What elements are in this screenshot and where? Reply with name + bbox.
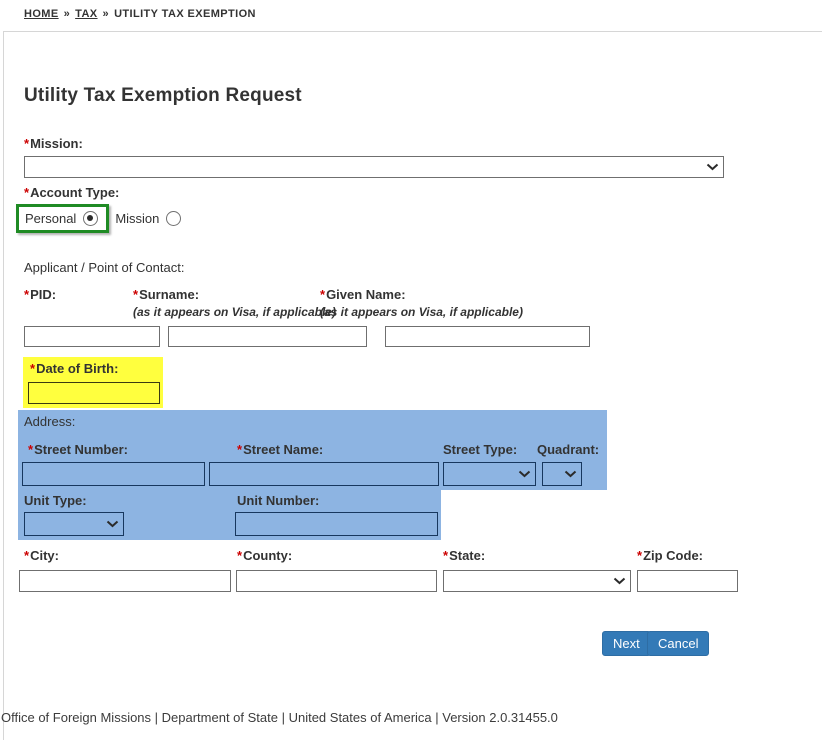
address-highlight: Address: *Street Number: *Street Name: S… [18, 410, 607, 490]
unit-number-input[interactable] [235, 512, 438, 536]
address-section-heading: Address: [24, 414, 76, 429]
pid-input[interactable] [24, 326, 160, 347]
street-name-input[interactable] [209, 462, 439, 486]
personal-radio[interactable] [83, 210, 99, 226]
required-marker: * [30, 361, 36, 376]
mission-label: *Mission: [24, 136, 83, 151]
zip-code-input[interactable] [637, 570, 738, 592]
required-marker: * [237, 442, 243, 457]
page-title: Utility Tax Exemption Request [24, 85, 302, 106]
annotation-highlight-box: Personal [16, 203, 110, 233]
breadcrumb-separator: » [102, 8, 110, 20]
required-marker: * [133, 287, 139, 302]
dob-label: *Date of Birth: [30, 361, 119, 376]
dob-highlight: *Date of Birth: [23, 357, 163, 408]
required-marker: * [24, 287, 30, 302]
unit-type-label: Unit Type: [24, 493, 87, 508]
mission-radio-label[interactable]: Mission [115, 210, 160, 226]
state-select[interactable] [444, 571, 630, 591]
surname-note: (as it appears on Visa, if applicable) [133, 305, 336, 319]
street-name-label: *Street Name: [237, 442, 324, 457]
street-type-label: Street Type: [443, 442, 518, 457]
breadcrumb-current: UTILITY TAX EXEMPTION [114, 8, 256, 20]
state-label: *State: [443, 548, 486, 563]
breadcrumb: HOME » TAX » UTILITY TAX EXEMPTION [24, 8, 256, 20]
applicant-section-heading: Applicant / Point of Contact: [24, 260, 185, 275]
given-name-input[interactable] [385, 326, 590, 347]
unit-type-select-wrapper [24, 512, 124, 536]
required-marker: * [237, 548, 243, 563]
given-name-note: (as it appears on Visa, if applicable) [320, 305, 523, 319]
required-marker: * [24, 185, 30, 200]
cancel-button[interactable]: Cancel [647, 631, 710, 656]
mission-radio[interactable] [166, 210, 182, 226]
address-highlight-unit-row: Unit Type: Unit Number: [18, 490, 441, 540]
quadrant-select[interactable] [543, 463, 581, 485]
unit-type-select[interactable] [25, 513, 123, 535]
city-input[interactable] [19, 570, 231, 592]
state-select-wrapper [443, 570, 631, 592]
zip-code-label: *Zip Code: [637, 548, 703, 563]
pid-label: *PID: [24, 287, 57, 302]
required-marker: * [24, 136, 30, 151]
given-name-label: *Given Name: [320, 287, 406, 302]
street-number-input[interactable] [22, 462, 205, 486]
street-number-label: *Street Number: [28, 442, 128, 457]
dob-input[interactable] [28, 382, 160, 404]
county-label: *County: [237, 548, 293, 563]
county-input[interactable] [236, 570, 437, 592]
breadcrumb-separator: » [63, 8, 71, 20]
mission-select-wrapper [24, 156, 724, 178]
content-panel [3, 31, 822, 740]
personal-radio-label[interactable]: Personal [25, 210, 77, 226]
city-label: *City: [24, 548, 59, 563]
required-marker: * [637, 548, 643, 563]
footer-text: Office of Foreign Missions | Department … [1, 710, 558, 725]
required-marker: * [320, 287, 326, 302]
required-marker: * [28, 442, 34, 457]
street-type-select-wrapper [443, 462, 536, 486]
required-marker: * [443, 548, 449, 563]
surname-input[interactable] [168, 326, 367, 347]
next-button[interactable]: Next [602, 631, 651, 656]
quadrant-label: Quadrant: [537, 442, 600, 457]
account-type-radiogroup: Personal Mission [16, 203, 182, 233]
mission-select[interactable] [25, 157, 723, 177]
account-type-label: *Account Type: [24, 185, 120, 200]
street-type-select[interactable] [444, 463, 535, 485]
breadcrumb-link-tax[interactable]: TAX [75, 8, 98, 20]
quadrant-select-wrapper [542, 462, 582, 486]
breadcrumb-link-home[interactable]: HOME [24, 8, 59, 20]
required-marker: * [24, 548, 30, 563]
surname-label: *Surname: [133, 287, 200, 302]
unit-number-label: Unit Number: [237, 493, 320, 508]
